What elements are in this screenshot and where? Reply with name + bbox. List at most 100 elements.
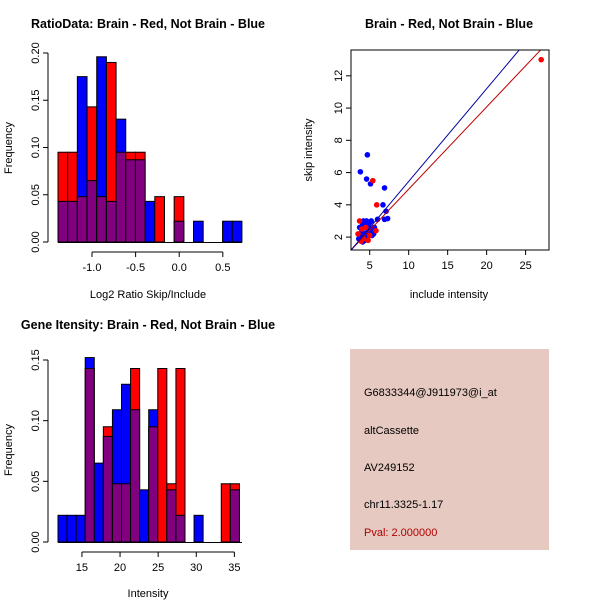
not-brain-bar <box>193 220 204 243</box>
y-tick-label: 0.15 <box>30 349 42 370</box>
y-tick-label: 4 <box>333 202 345 208</box>
y-tick-label: 2 <box>333 234 345 240</box>
overlap-bar <box>76 196 88 243</box>
not-brain-fit-line <box>351 50 520 250</box>
y-tick-label: 6 <box>333 170 345 176</box>
ratio-hist-title: RatioData: Brain - Red, Not Brain - Blue <box>31 17 265 31</box>
x-tick-label: 0.0 <box>172 262 187 274</box>
y-tick-label: 0.00 <box>30 531 42 552</box>
brain-bar <box>220 483 231 543</box>
not-brain-bar <box>144 200 156 243</box>
brain-bar <box>157 367 168 543</box>
y-tick-label: 0.05 <box>30 471 42 492</box>
info-panel-bg <box>350 349 549 550</box>
brain-point <box>373 202 380 208</box>
x-tick-label: 35 <box>228 562 240 574</box>
y-tick-label: 0.15 <box>30 90 42 111</box>
y-tick-label: 0.00 <box>30 231 42 252</box>
x-tick-label: 20 <box>114 562 126 574</box>
y-tick-label: 0.10 <box>30 137 42 158</box>
overlap-bar <box>134 159 146 243</box>
intensity-hist-title: Gene Itensity: Brain - Red, Not Brain - … <box>21 318 275 332</box>
intensity-hist-ylabel: Frequency <box>3 424 15 476</box>
overlap-bar <box>96 196 107 243</box>
not-brain-bar <box>139 489 150 543</box>
overlap-bar <box>86 180 98 243</box>
brain-point <box>355 231 361 237</box>
x-tick-label: 0.5 <box>215 262 230 274</box>
overlap-bar <box>120 483 132 543</box>
not-brain-point <box>381 185 388 191</box>
ratio-histogram: 0.00 0.05 0.10 0.15 0.20 -1.0 -0.5 0.0 0.5 <box>30 42 243 274</box>
intensity-scatter: 2 4 6 8 10 12 5 10 15 20 25 <box>333 49 550 272</box>
accession: AV249152 <box>364 462 415 474</box>
x-tick-label: 5 <box>367 260 373 272</box>
intensity-hist-xlabel: Intensity <box>128 588 169 600</box>
brain-bar <box>154 196 165 243</box>
overlap-bar <box>130 409 141 543</box>
overlap-bar <box>125 159 136 243</box>
x-tick-label: -1.0 <box>83 262 102 274</box>
plot-box <box>350 49 550 251</box>
overlap-bar <box>67 200 78 243</box>
probe-id: G6833344@J911973@i_at <box>364 387 497 399</box>
overlap-bar <box>111 483 122 543</box>
overlap-bar <box>105 200 117 243</box>
overlap-bar <box>148 426 159 543</box>
y-tick-label: 0.10 <box>30 410 42 431</box>
event-type: altCassette <box>364 425 419 437</box>
not-brain-point <box>380 202 386 208</box>
ratio-hist-ylabel: Frequency <box>3 122 15 174</box>
scatter-ylabel: skip intensity <box>303 118 315 181</box>
overlap-bar <box>166 489 177 543</box>
not-brain-bar <box>57 514 68 543</box>
overlap-bar <box>102 435 113 543</box>
not-brain-point <box>357 168 364 175</box>
overlap-bar <box>84 367 95 543</box>
scatter-xlabel: include intensity <box>410 289 489 301</box>
not-brain-point <box>384 215 391 222</box>
x-tick-label: -0.5 <box>126 262 145 274</box>
x-tick-label: 20 <box>481 260 493 272</box>
x-tick-label: 10 <box>403 260 415 272</box>
y-tick-label: 0.05 <box>30 184 42 205</box>
brain-point <box>356 218 363 224</box>
brain-point <box>366 232 373 239</box>
not-brain-point <box>363 176 370 182</box>
not-brain-bar <box>75 514 86 543</box>
not-brain-bar <box>193 514 204 543</box>
brain-point <box>363 224 369 231</box>
overlap-bar <box>229 489 240 543</box>
brain-point <box>373 227 379 234</box>
x-tick-label: 25 <box>152 562 164 574</box>
not-brain-point <box>368 218 375 224</box>
brain-fit-line <box>351 50 542 250</box>
ratio-hist-xlabel: Log2 Ratio Skip/Include <box>90 289 206 301</box>
overlap-bar <box>57 200 69 243</box>
brain-point <box>370 177 376 184</box>
brain-point <box>538 56 545 63</box>
not-brain-bar <box>222 220 233 243</box>
y-tick-label: 8 <box>333 137 345 143</box>
x-tick-label: 15 <box>76 562 88 574</box>
brain-point <box>365 237 371 244</box>
scatter-title: Brain - Red, Not Brain - Blue <box>365 17 533 31</box>
y-tick-label: 0.20 <box>30 42 42 63</box>
info-panel: G6833344@J911973@i_at altCassette AV2491… <box>350 349 549 550</box>
not-brain-point <box>364 152 371 158</box>
overlap-bar <box>175 514 186 543</box>
x-tick-label: 15 <box>442 260 454 272</box>
x-tick-label: 30 <box>190 562 202 574</box>
not-brain-bar <box>66 514 77 543</box>
not-brain-bar <box>93 462 104 543</box>
x-tick-label: 25 <box>519 260 531 272</box>
location: chr11.3325-1.17 <box>364 499 443 511</box>
y-tick-label: 10 <box>333 102 345 114</box>
overlap-bar <box>115 151 127 243</box>
pval: Pval: 2.000000 <box>364 527 437 539</box>
intensity-histogram: 0.00 0.05 0.10 0.15 15 20 25 30 35 <box>30 349 242 574</box>
overlap-bar <box>173 220 185 243</box>
not-brain-bar <box>231 220 243 243</box>
y-tick-label: 12 <box>333 70 345 82</box>
